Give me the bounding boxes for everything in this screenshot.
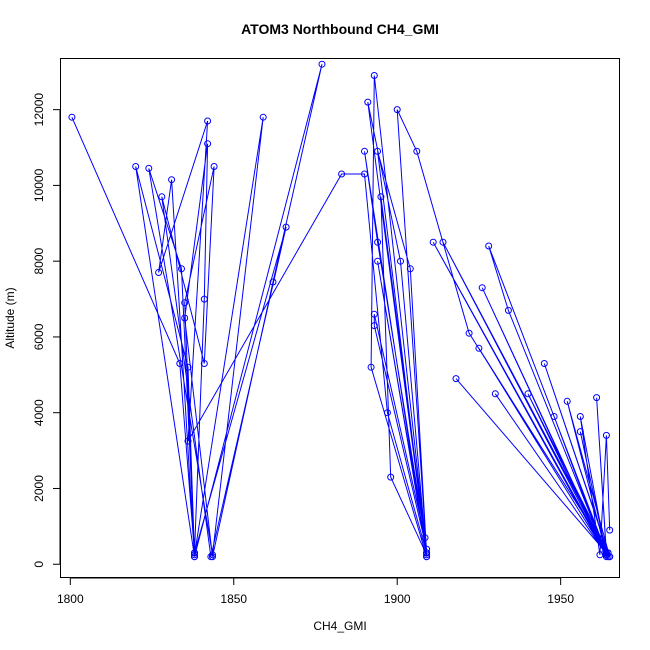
data-point xyxy=(374,238,382,246)
data-point xyxy=(181,299,189,307)
data-point xyxy=(132,163,140,170)
data-point xyxy=(596,551,604,559)
data-point xyxy=(576,428,584,436)
data-point xyxy=(209,551,216,559)
y-tick-label: 4000 xyxy=(32,399,46,426)
data-point xyxy=(576,413,584,420)
data-point xyxy=(158,193,166,201)
data-point xyxy=(204,117,212,125)
x-tick-label: 1850 xyxy=(220,592,247,606)
data-point xyxy=(370,72,378,79)
data-point xyxy=(377,193,385,201)
data-point xyxy=(374,257,382,265)
x-axis-label: CH4_GMI xyxy=(313,619,366,633)
y-tick-label: 8000 xyxy=(32,248,46,275)
data-point xyxy=(491,390,499,398)
data-point xyxy=(465,329,473,337)
data-point xyxy=(200,295,208,303)
x-axis: 1800 1850 1900 1950 xyxy=(57,577,574,606)
data-point xyxy=(606,526,614,534)
data-point xyxy=(176,360,184,367)
data-point xyxy=(191,553,198,561)
data-point xyxy=(429,238,437,246)
data-point xyxy=(563,397,571,405)
data-point xyxy=(550,413,558,420)
data-point xyxy=(397,257,404,265)
data-point xyxy=(413,147,421,155)
data-point xyxy=(204,140,212,148)
x-tick-label: 1950 xyxy=(547,592,574,606)
data-point xyxy=(282,223,290,231)
data-point xyxy=(423,551,431,559)
data-point xyxy=(269,278,277,286)
series-line xyxy=(71,64,611,558)
data-point xyxy=(259,113,267,121)
data-point xyxy=(191,549,198,557)
data-point xyxy=(338,170,346,178)
data-point xyxy=(207,553,215,561)
data-point xyxy=(393,106,401,114)
x-tick-label: 1900 xyxy=(384,592,411,606)
y-axis-label: Altitude (m) xyxy=(3,287,17,348)
data-point xyxy=(210,163,218,170)
y-tick-label: 0 xyxy=(32,561,46,568)
data-point xyxy=(181,314,189,322)
data-point xyxy=(439,238,447,246)
data-point xyxy=(370,310,378,318)
data-point xyxy=(361,170,368,178)
data-point xyxy=(485,242,493,250)
data-point xyxy=(540,360,548,367)
data-point xyxy=(178,265,185,273)
data-point xyxy=(524,390,532,398)
data-point xyxy=(145,164,153,172)
data-point xyxy=(602,431,610,439)
data-point xyxy=(452,375,460,383)
data-point xyxy=(370,322,378,330)
data-point xyxy=(383,409,391,417)
y-axis: 0 2000 4000 6000 8000 10000 12000 xyxy=(32,93,61,568)
y-tick-label: 6000 xyxy=(32,323,46,350)
data-point xyxy=(423,549,431,557)
y-tick-label: 12000 xyxy=(32,93,46,127)
data-point xyxy=(374,147,382,155)
data-point xyxy=(168,176,176,184)
data-point xyxy=(155,269,163,276)
plot-area xyxy=(60,58,620,578)
data-point xyxy=(361,147,368,155)
data-point xyxy=(602,553,610,561)
data-point xyxy=(318,60,326,68)
data-point xyxy=(593,394,601,402)
data-point xyxy=(367,363,375,371)
y-tick-label: 2000 xyxy=(32,475,46,502)
data-point xyxy=(364,98,372,106)
data-point xyxy=(423,553,431,561)
data-point xyxy=(191,551,198,559)
data-point xyxy=(184,437,192,445)
data-point xyxy=(200,360,208,367)
data-point xyxy=(184,363,192,371)
data-point xyxy=(421,534,429,542)
data-point xyxy=(504,306,512,314)
series-group xyxy=(68,60,614,561)
data-point xyxy=(602,549,610,557)
data-point xyxy=(406,265,414,273)
data-point xyxy=(387,473,395,481)
chart-title: ATOM3 Northbound CH4_GMI xyxy=(241,21,439,37)
y-tick-label: 10000 xyxy=(32,168,46,202)
data-point xyxy=(475,344,483,352)
data-point xyxy=(68,113,76,121)
data-point xyxy=(478,284,486,292)
x-tick-label: 1800 xyxy=(57,592,84,606)
